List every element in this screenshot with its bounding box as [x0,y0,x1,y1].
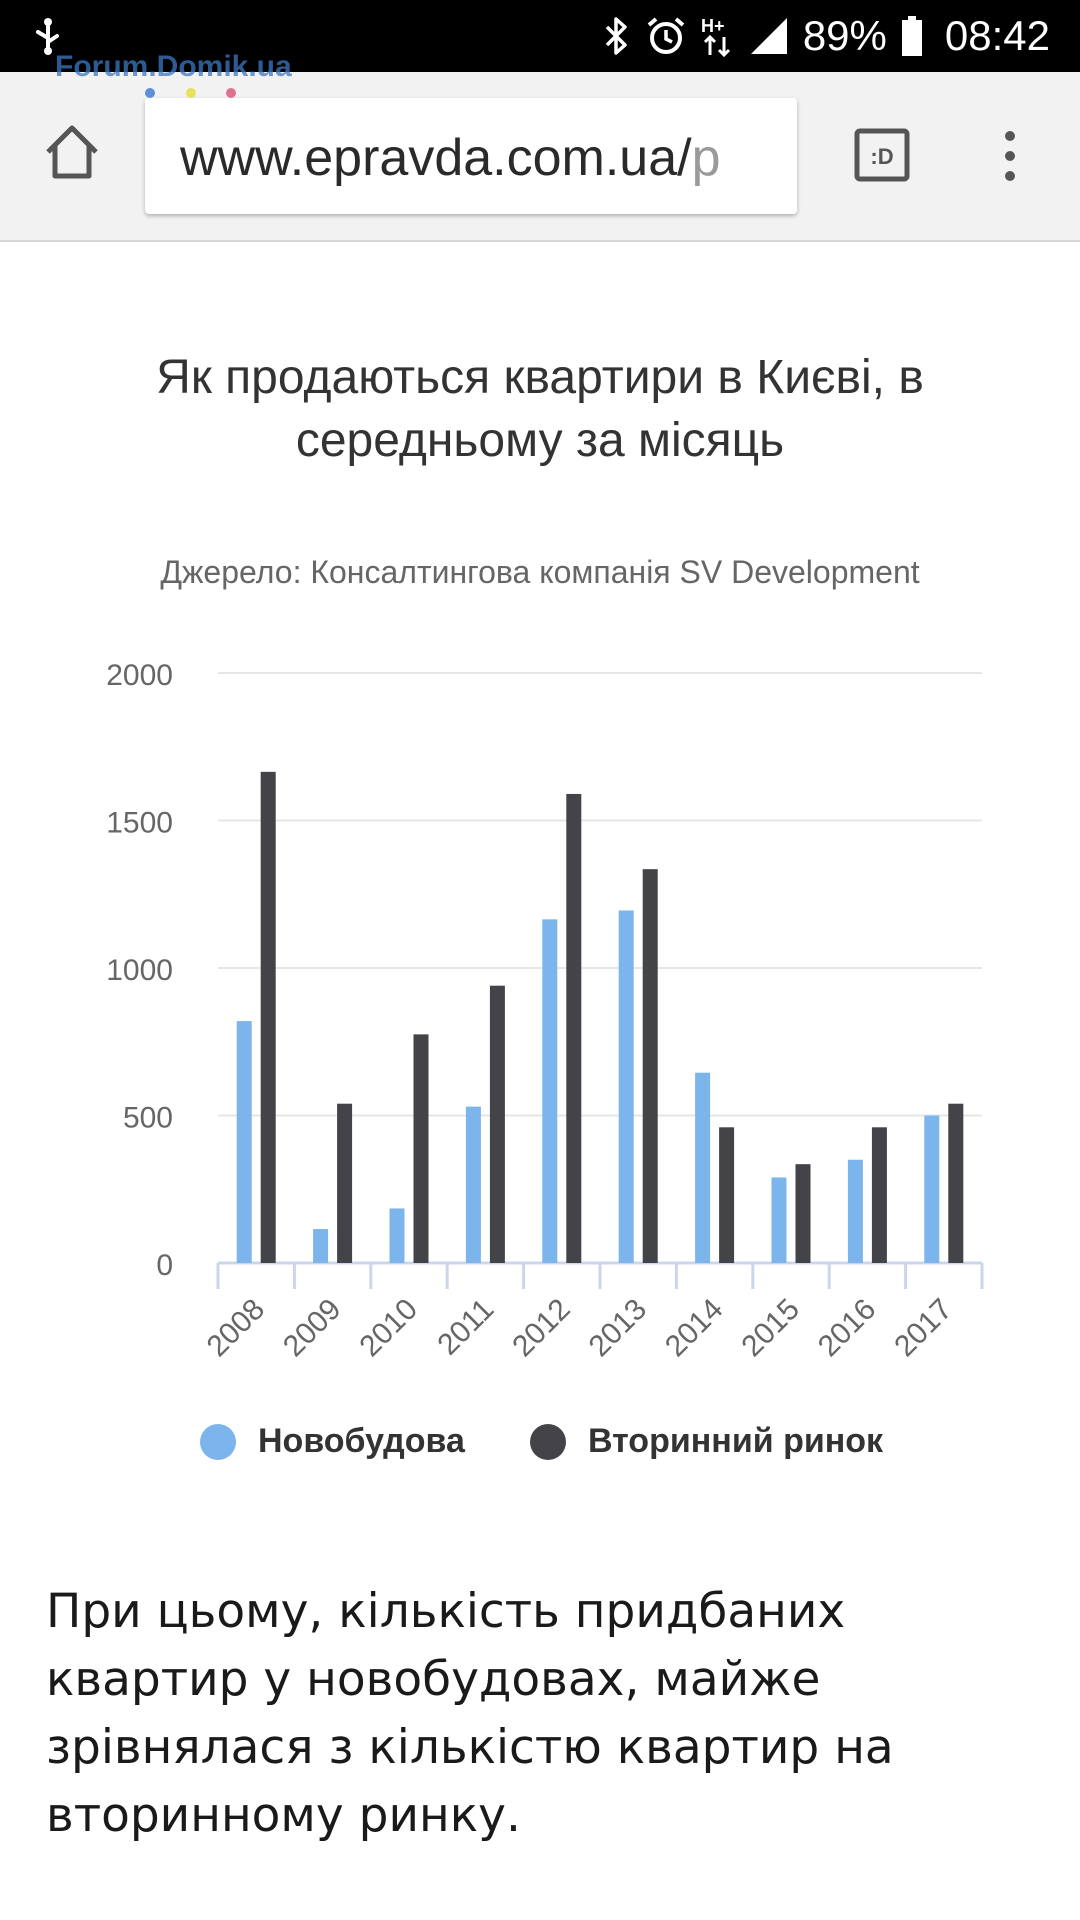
x-tick-label: 2014 [659,1293,730,1364]
url-text[interactable]: www.epravda.com.ua/p [180,129,721,187]
bar-secondary-market-2012[interactable] [566,793,582,1263]
x-tick-label: 2010 [353,1293,424,1364]
clock: 08:42 [944,12,1050,59]
article-paragraph: При цьому, кількість придбаних квартир у… [46,1584,894,1843]
bar-chart: 0 500 1000 1500 2000 2008 2009 2010 2011 2012 2013… [106,659,984,1364]
bar-secondary-market-2015[interactable] [795,1164,811,1263]
bar-secondary-market-2013[interactable] [642,869,658,1263]
legend-label: Новобудова [258,1422,465,1460]
legend-label: Вторинний ринок [588,1422,884,1460]
legend-marker [200,1423,236,1460]
bar-new-buildings-2012[interactable] [542,919,558,1263]
y-tick-label: 500 [123,1102,173,1135]
bar-new-buildings-2013[interactable] [618,910,634,1263]
watermark: Forum.Domik.ua [55,50,292,83]
bar-new-buildings-2017[interactable] [924,1115,940,1264]
home-icon[interactable] [42,122,102,182]
x-tick-label: 2015 [735,1293,806,1364]
browser-toolbar: www.epravda.com.ua/p :D [0,72,1080,242]
chart-subtitle: Джерело: Консалтингова компанія SV Devel… [160,554,920,590]
y-tick-label: 2000 [106,659,173,692]
legend-item-new-buildings[interactable]: Новобудова [200,1422,465,1461]
bluetooth-icon [605,17,627,55]
bar-new-buildings-2010[interactable] [389,1208,405,1263]
bar-secondary-market-2017[interactable] [948,1103,964,1263]
alarm-icon [647,17,685,54]
bar-new-buildings-2008[interactable] [236,1021,252,1263]
legend-item-secondary-market[interactable]: Вторинний ринок [530,1422,883,1461]
battery-icon [901,16,922,56]
tabs-icon[interactable]: :D [854,128,910,182]
bar-new-buildings-2009[interactable] [313,1229,329,1263]
bar-secondary-market-2016[interactable] [871,1127,887,1263]
svg-text::D: :D [870,144,893,169]
bar-new-buildings-2016[interactable] [847,1159,863,1263]
y-tick-label: 1500 [106,807,173,840]
bar-secondary-market-2011[interactable] [489,985,505,1263]
x-tick-label: 2016 [812,1293,883,1364]
bar-new-buildings-2014[interactable] [695,1072,711,1263]
bar-secondary-market-2009[interactable] [337,1103,353,1263]
bar-new-buildings-2015[interactable] [771,1177,787,1263]
url-bar[interactable]: www.epravda.com.ua/p [145,98,797,214]
watermark-dot [186,88,196,98]
bar-secondary-market-2014[interactable] [719,1127,735,1263]
x-tick-label: 2011 [431,1293,500,1362]
y-tick-label: 1000 [106,954,173,987]
usb-icon [36,18,59,55]
x-tick-label: 2013 [583,1293,654,1364]
bar-new-buildings-2011[interactable] [465,1106,481,1263]
x-tick-label: 2017 [888,1293,959,1364]
y-tick-label: 0 [156,1249,173,1282]
battery-percentage: 89% [802,12,887,59]
watermark-dot [226,88,236,98]
status-bar: H+ 89% 08:42 [0,0,1080,72]
legend-marker [530,1423,566,1460]
x-tick-label: 2008 [201,1293,272,1364]
more-vert-icon[interactable] [995,126,1025,186]
hplus-data-icon: H+ [701,16,730,57]
svg-text:H+: H+ [701,16,725,36]
status-icons: H+ 89% 08:42 [601,0,1050,72]
bar-secondary-market-2010[interactable] [413,1034,429,1263]
watermark-dot [145,88,155,98]
chart-title: Як продаються квартири в Києві, в середн… [156,351,924,467]
x-tick-label: 2012 [506,1293,577,1364]
bar-secondary-market-2008[interactable] [260,771,276,1263]
signal-icon [750,18,787,54]
x-tick-label: 2009 [277,1293,348,1364]
